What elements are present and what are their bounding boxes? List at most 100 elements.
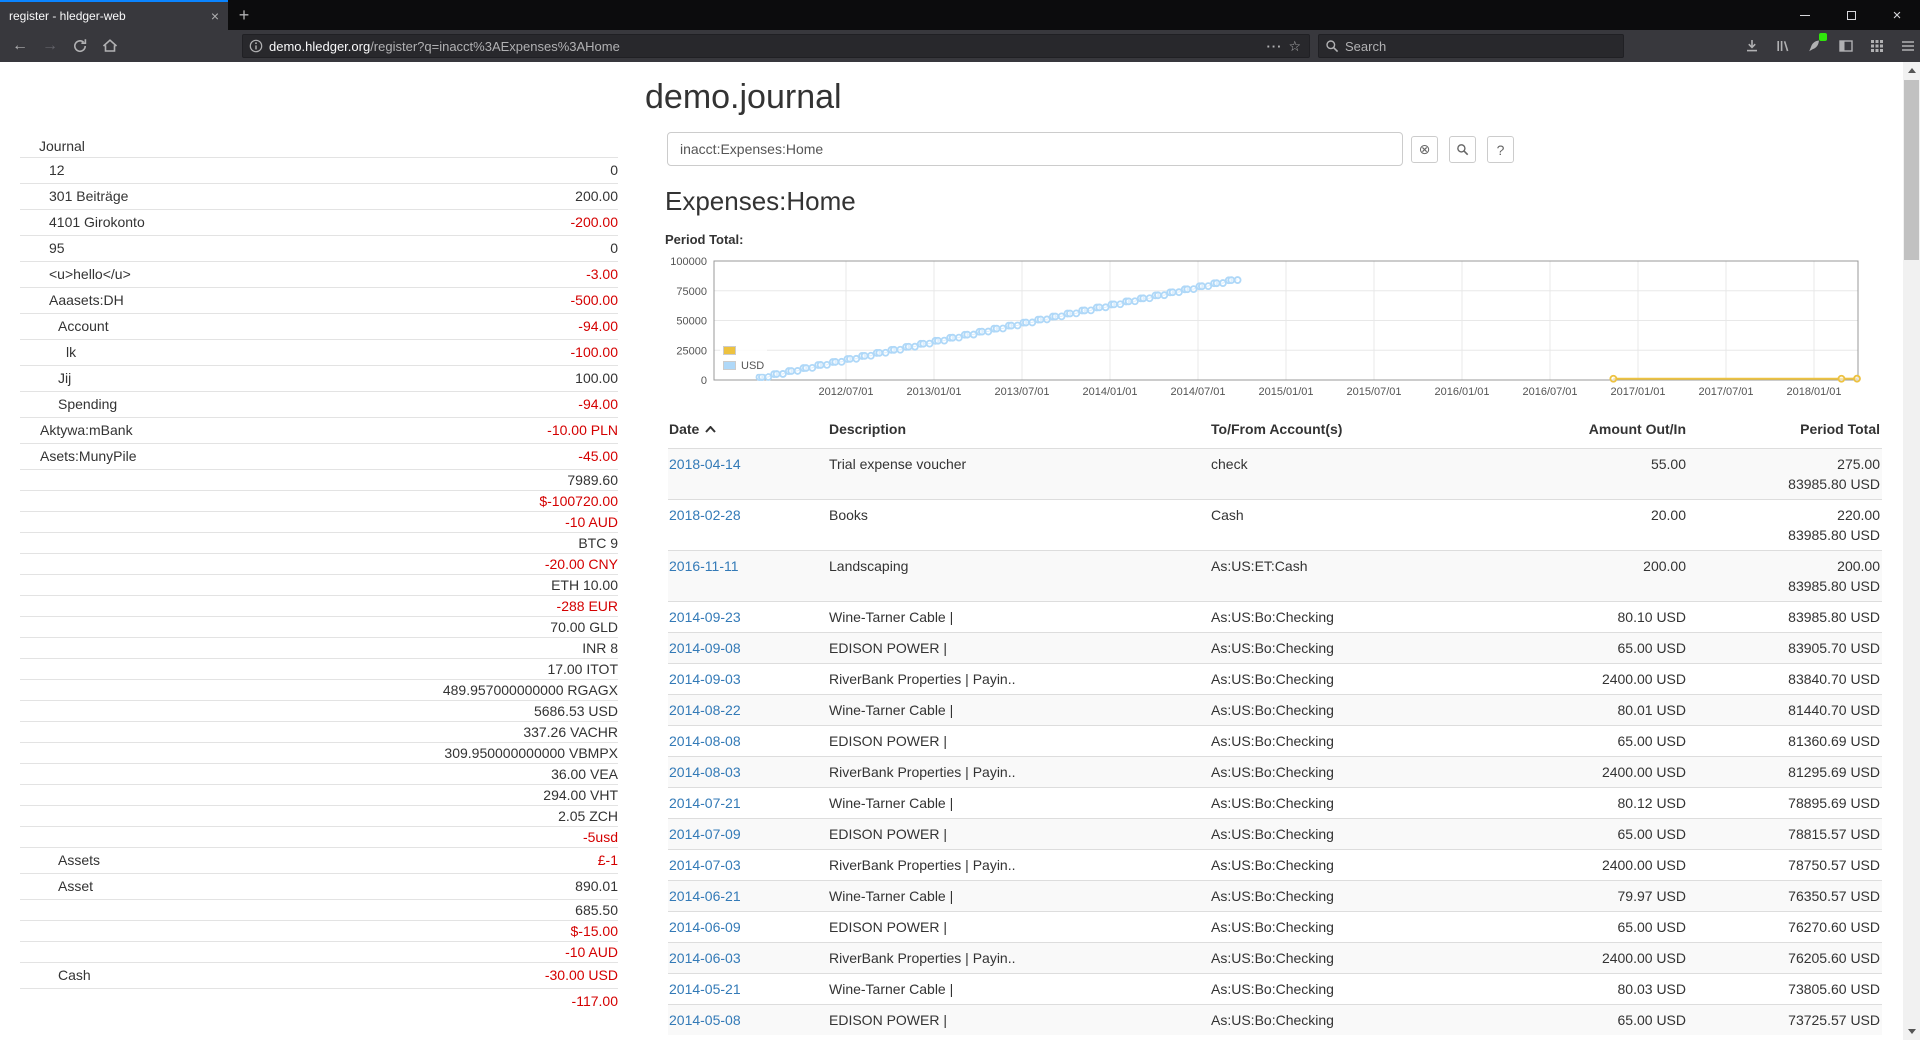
- sidebar-account-row: -288 EUR: [20, 595, 618, 616]
- account-name[interactable]: Assets: [58, 852, 101, 868]
- account-name[interactable]: 12: [49, 162, 65, 178]
- account-balance: $-15.00: [570, 923, 618, 939]
- tab-close-icon[interactable]: ×: [210, 8, 219, 24]
- date-link[interactable]: 2018-04-14: [669, 456, 741, 472]
- date-link[interactable]: 2014-09-03: [669, 671, 741, 687]
- new-tab-button[interactable]: +: [238, 4, 250, 25]
- date-link[interactable]: 2014-07-09: [669, 826, 741, 842]
- minimize-button[interactable]: [1782, 0, 1828, 30]
- sidebar-account-row: -10 AUD: [20, 511, 618, 532]
- sidebar-account-row: Aktywa:mBank -10.00 PLN: [20, 417, 618, 443]
- browser-search-bar[interactable]: Search: [1318, 34, 1624, 58]
- scroll-down-button[interactable]: [1903, 1023, 1920, 1040]
- sidebar-account-row: lk -100.00: [20, 339, 618, 365]
- close-button[interactable]: ×: [1874, 0, 1920, 30]
- svg-text:2018/01/01: 2018/01/01: [1786, 386, 1841, 398]
- back-button[interactable]: ←: [12, 37, 28, 54]
- date-link[interactable]: 2014-05-08: [669, 1012, 741, 1028]
- svg-text:2017/01/01: 2017/01/01: [1610, 386, 1665, 398]
- account-name[interactable]: Aktywa:mBank: [40, 422, 133, 438]
- menu-button[interactable]: [1896, 34, 1920, 58]
- account-name[interactable]: Asset: [58, 878, 94, 894]
- search-icon: [1457, 144, 1469, 156]
- library-button[interactable]: [1771, 34, 1795, 58]
- date-link[interactable]: 2016-11-11: [669, 558, 739, 574]
- sidebar-account-row: 301 Beiträge 200.00: [20, 183, 618, 209]
- column-header-period-total: Period Total: [1800, 421, 1880, 437]
- clear-query-button[interactable]: ⊗: [1411, 136, 1438, 163]
- legend-label: USD: [741, 359, 765, 372]
- date-link[interactable]: 2014-07-03: [669, 857, 741, 873]
- search-submit-button[interactable]: [1449, 136, 1476, 163]
- page-actions-icon[interactable]: ···: [1266, 38, 1283, 54]
- sidebar-account-row: 17.00 ITOT: [20, 658, 618, 679]
- restore-button[interactable]: [1828, 0, 1874, 30]
- account-name[interactable]: 95: [49, 240, 65, 256]
- tab-title: register - hledger-web: [9, 9, 126, 23]
- forward-button[interactable]: →: [42, 37, 58, 54]
- account-name[interactable]: 301 Beiträge: [49, 188, 129, 204]
- date-link[interactable]: 2014-06-09: [669, 919, 741, 935]
- date-link[interactable]: 2014-07-21: [669, 795, 741, 811]
- query-input[interactable]: [667, 132, 1403, 166]
- url-bar[interactable]: demo.hledger.org/register?q=inacct%3AExp…: [242, 34, 1310, 58]
- table-row: 2014-09-08 EDISON POWER | As:US:Bo:Checkin…: [668, 632, 1882, 664]
- account-balance: 5686.53 USD: [533, 703, 618, 719]
- sidebar-journal-link[interactable]: Journal: [39, 138, 85, 154]
- apps-grid-button[interactable]: [1865, 34, 1889, 58]
- column-header-date[interactable]: Date: [668, 414, 828, 449]
- account-name[interactable]: Asets:MunyPile: [40, 448, 137, 464]
- sidebar-account-row: BTC 9: [20, 532, 618, 553]
- sidebar-account-row: 70.00 GLD: [20, 616, 618, 637]
- bookmark-star-icon[interactable]: ☆: [1288, 37, 1301, 54]
- extension-button[interactable]: [1802, 33, 1828, 58]
- svg-text:2016/01/01: 2016/01/01: [1434, 386, 1489, 398]
- browser-tab[interactable]: register - hledger-web ×: [0, 0, 228, 30]
- account-balance: 685.50: [575, 902, 618, 918]
- site-info-icon[interactable]: [243, 39, 269, 53]
- date-link[interactable]: 2014-06-21: [669, 888, 741, 904]
- date-link[interactable]: 2014-08-03: [669, 764, 741, 780]
- account-name[interactable]: Spending: [58, 396, 118, 412]
- page-scrollbar[interactable]: [1903, 62, 1920, 1040]
- scrollbar-thumb[interactable]: [1904, 80, 1919, 260]
- svg-text:25000: 25000: [676, 345, 707, 357]
- account-name[interactable]: Cash: [58, 967, 91, 983]
- legend-entry: USD: [723, 358, 764, 373]
- date-link[interactable]: 2014-08-22: [669, 702, 741, 718]
- sidebar-toggle-button[interactable]: [1834, 34, 1858, 58]
- help-button[interactable]: ?: [1487, 136, 1514, 163]
- account-name[interactable]: Account: [58, 318, 109, 334]
- account-balance: 890.01: [575, 878, 618, 894]
- sidebar-account-row: ETH 10.00: [20, 574, 618, 595]
- table-row: 2018-02-28 Books Cash 20.00 220.00 83985.80 U…: [668, 499, 1882, 551]
- sidebar-account-row: Asets:MunyPile -45.00: [20, 443, 618, 469]
- account-name[interactable]: 4101 Girokonto: [49, 214, 145, 230]
- account-balance: ETH 10.00: [551, 577, 618, 593]
- date-link[interactable]: 2014-08-08: [669, 733, 741, 749]
- scroll-up-button[interactable]: [1903, 62, 1920, 79]
- svg-text:50000: 50000: [676, 316, 707, 328]
- register-heading: Expenses:Home: [665, 186, 856, 216]
- date-link[interactable]: 2014-09-08: [669, 640, 741, 656]
- account-name[interactable]: <u>hello</u>: [49, 266, 131, 282]
- table-row: 2014-06-09 EDISON POWER | As:US:Bo:Checkin…: [668, 911, 1882, 943]
- account-balance: $-100720.00: [539, 493, 618, 509]
- svg-text:75000: 75000: [676, 286, 707, 298]
- account-name[interactable]: Aaasets:DH: [49, 292, 124, 308]
- svg-text:2015/07/01: 2015/07/01: [1346, 386, 1401, 398]
- url-text[interactable]: demo.hledger.org/register?q=inacct%3AExp…: [269, 39, 1262, 54]
- column-header-amount: Amount Out/In: [1588, 421, 1686, 437]
- reload-button[interactable]: [66, 32, 94, 60]
- home-button[interactable]: [96, 32, 124, 60]
- sidebar-account-row: 337.26 VACHR: [20, 721, 618, 742]
- extension-badge: [1819, 33, 1828, 41]
- date-link[interactable]: 2018-02-28: [669, 507, 741, 523]
- date-link[interactable]: 2014-05-21: [669, 981, 741, 997]
- account-name[interactable]: Jij: [58, 370, 72, 386]
- table-header-row: Date Description To/From Account(s) Amou…: [668, 414, 1882, 449]
- date-link[interactable]: 2014-06-03: [669, 950, 741, 966]
- download-button[interactable]: [1740, 34, 1764, 58]
- date-link[interactable]: 2014-09-23: [669, 609, 741, 625]
- account-name[interactable]: lk: [66, 344, 77, 360]
